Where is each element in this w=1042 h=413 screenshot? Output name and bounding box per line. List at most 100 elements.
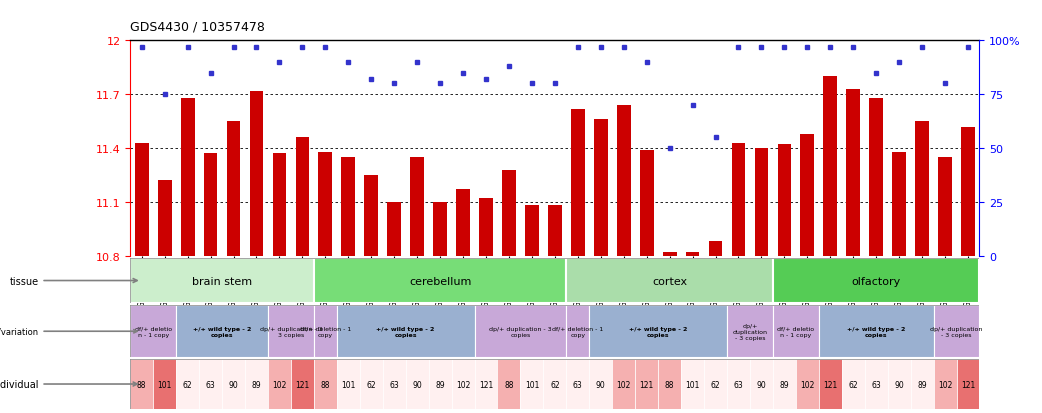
Text: 63: 63 [573,380,582,389]
Text: dp/+
duplication
- 3 copies: dp/+ duplication - 3 copies [733,323,768,340]
Bar [590,306,727,357]
Bar [727,359,750,409]
Text: dp/+ duplication
- 3 copies: dp/+ duplication - 3 copies [931,326,983,337]
Text: 101: 101 [686,380,700,389]
Bar [888,359,911,409]
Bar [314,258,567,304]
Text: tissue: tissue [9,276,138,286]
Text: olfactory: olfactory [851,276,901,286]
Bar [222,359,245,409]
Bar [451,359,474,409]
Text: 102: 102 [938,380,952,389]
Bar [479,199,493,256]
Text: 62: 62 [711,380,720,389]
Text: 62: 62 [550,380,560,389]
Bar [686,252,699,256]
Bar [157,181,172,256]
Bar [571,109,585,256]
Bar [773,258,979,304]
Text: 88: 88 [137,380,147,389]
Bar [842,359,865,409]
Text: 63: 63 [205,380,216,389]
Bar [938,158,952,256]
Text: GDS4430 / 10357478: GDS4430 / 10357478 [130,20,265,33]
Text: 121: 121 [640,380,653,389]
Bar [613,359,636,409]
Bar [153,359,176,409]
Bar [474,306,567,357]
Text: cortex: cortex [652,276,687,286]
Bar [176,306,268,357]
Bar [640,150,653,256]
Bar [474,359,497,409]
Bar [502,170,516,256]
Bar [892,152,907,256]
Text: 90: 90 [756,380,766,389]
Text: 88: 88 [665,380,674,389]
Bar [911,359,934,409]
Bar [796,359,819,409]
Text: 90: 90 [596,380,605,389]
Bar [273,154,287,256]
Bar [636,359,659,409]
Bar [731,143,745,256]
Text: 88: 88 [321,380,330,389]
Bar [428,359,451,409]
Bar [388,202,401,256]
Bar [250,91,264,256]
Text: df/+ deletion - 1
copy: df/+ deletion - 1 copy [300,326,351,337]
Text: 101: 101 [157,380,172,389]
Bar [934,306,979,357]
Bar [342,158,355,256]
Bar [865,359,888,409]
Bar [709,242,722,256]
Text: df/+ deletion - 1
copy: df/+ deletion - 1 copy [552,326,603,337]
Bar [456,190,470,256]
Bar [934,359,957,409]
Text: 101: 101 [525,380,539,389]
Text: 63: 63 [734,380,743,389]
Text: 90: 90 [894,380,904,389]
Text: +/+ wild type - 2
copies: +/+ wild type - 2 copies [847,326,905,337]
Text: 102: 102 [800,380,815,389]
Text: 121: 121 [479,380,493,389]
Bar [245,359,268,409]
Bar [319,152,332,256]
Text: 121: 121 [295,380,309,389]
Text: 90: 90 [413,380,422,389]
Bar [291,359,314,409]
Bar [227,122,241,256]
Bar [525,206,539,256]
Bar [359,359,382,409]
Text: +/+ wild type - 2
copies: +/+ wild type - 2 copies [376,326,435,337]
Bar [314,306,337,357]
Bar [382,359,405,409]
Bar [567,258,773,304]
Bar [823,77,837,256]
Bar [567,359,590,409]
Text: 89: 89 [436,380,445,389]
Bar [957,359,979,409]
Text: dp/+ duplication - 3
copies: dp/+ duplication - 3 copies [489,326,552,337]
Bar [296,138,309,256]
Bar [663,252,676,256]
Text: 102: 102 [272,380,287,389]
Text: genotype/variation: genotype/variation [0,327,138,336]
Bar [567,306,590,357]
Bar [365,176,378,256]
Bar [750,359,773,409]
Bar [548,206,562,256]
Bar [180,99,195,256]
Bar [337,306,474,357]
Text: 62: 62 [182,380,193,389]
Bar [268,306,314,357]
Bar [727,306,773,357]
Text: 89: 89 [917,380,927,389]
Text: 88: 88 [504,380,514,389]
Bar [411,158,424,256]
Bar [773,306,819,357]
Text: 89: 89 [779,380,789,389]
Text: individual: individual [0,379,138,389]
Bar [543,359,567,409]
Bar [681,359,704,409]
